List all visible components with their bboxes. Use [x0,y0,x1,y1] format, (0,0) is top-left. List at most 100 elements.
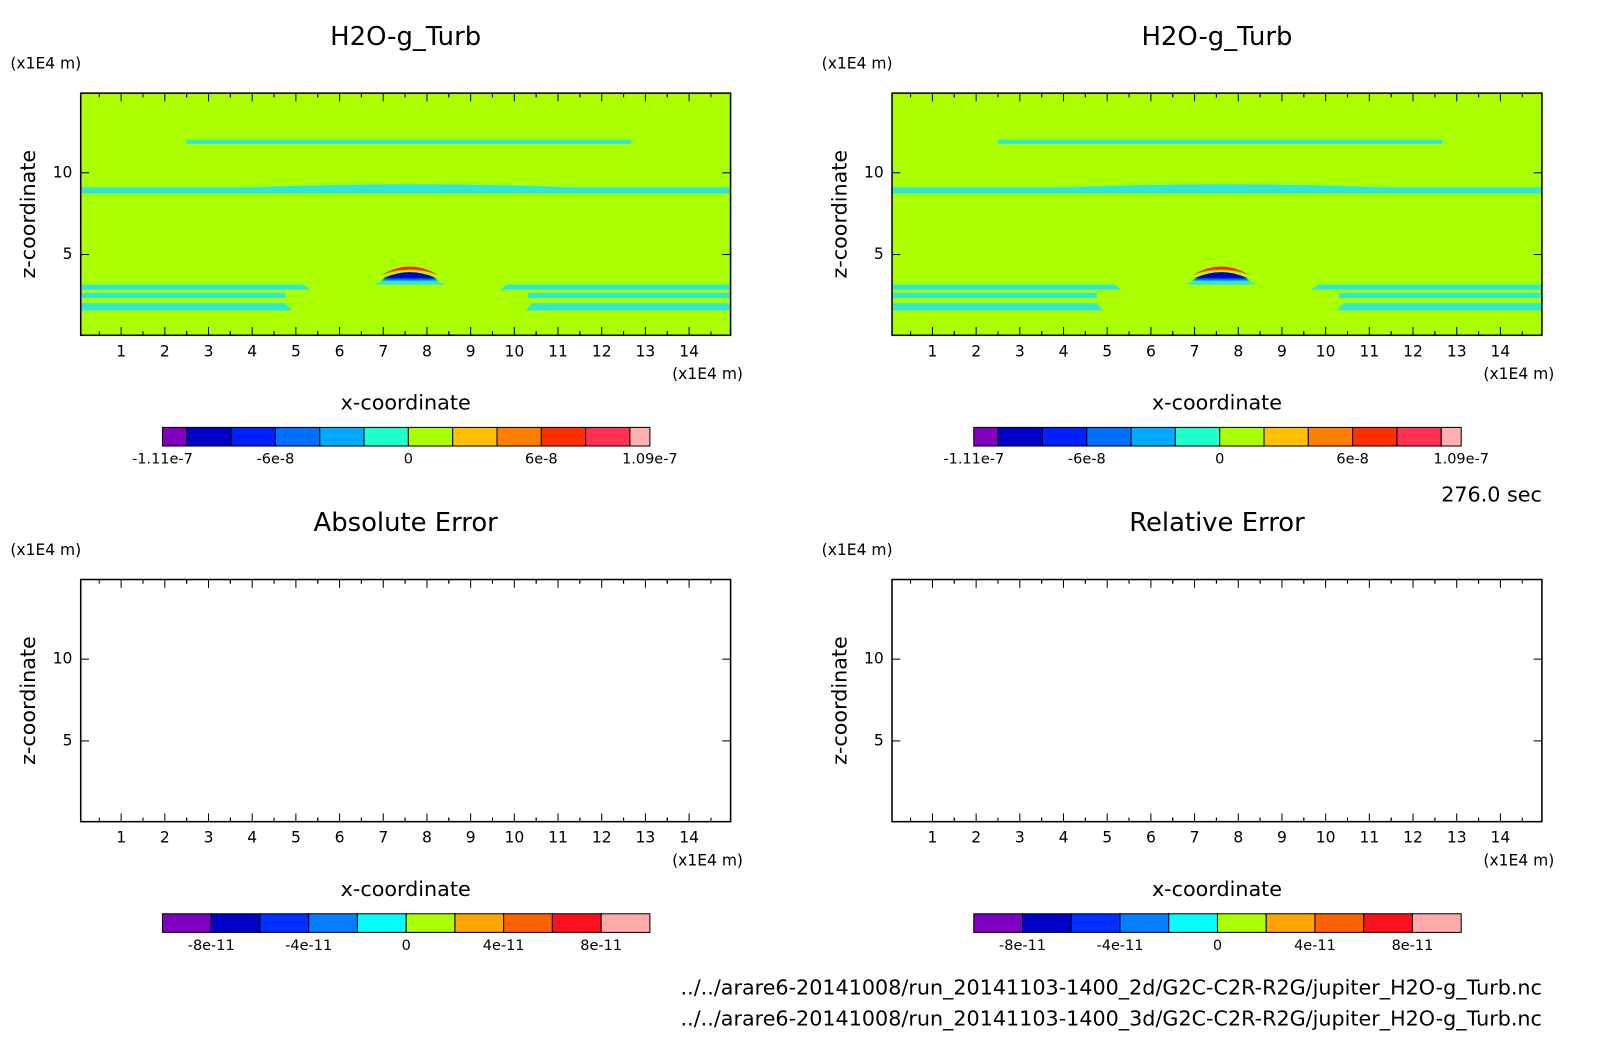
x-tick-label: 12 [592,342,612,360]
colorbar-box [1022,913,1072,933]
colorbar-box [973,426,999,447]
contour-band [80,292,286,299]
contour-blob [382,272,437,279]
x-tick-label: 5 [1102,342,1112,360]
colorbar-label: -1.11e-7 [132,451,193,467]
field-background [80,93,731,336]
y-tick-label: 5 [874,731,884,749]
colorbar-box [1041,426,1088,447]
contour-blob [1194,272,1249,279]
x-tick-label: 8 [422,342,432,360]
colorbar-box [997,426,1043,447]
x-tick-label: 8 [422,829,432,847]
colorbar-box [454,913,505,933]
x-tick-label: 10 [1316,829,1336,847]
x-tick-label: 14 [1491,829,1511,847]
colorbar-box [1363,913,1413,933]
x-tick-label: 13 [636,342,656,360]
contour-band [499,284,508,290]
contour-band [80,284,304,290]
colorbar-box [1265,913,1316,933]
x-tick-label: 12 [1403,829,1423,847]
colorbar-box [1219,426,1265,447]
x-tick-label: 9 [466,829,476,847]
x-tick-label: 3 [1015,342,1025,360]
plot-frame [79,92,732,337]
colorbar-label: 4e-11 [483,938,525,954]
y-unit: (x1E4 m) [10,55,81,73]
panel: H2O-g_Turb (x1E4 m) (x1E4 m) x-coordinate z-… [822,22,1555,468]
colorbar-label: 0 [1213,938,1222,954]
x-tick-label: 7 [1190,342,1200,360]
colorbar-label: -1.11e-7 [943,451,1004,467]
contour-band [1337,303,1344,311]
contour-field [80,139,731,311]
panel: Relative Error (x1E4 m) (x1E4 m) x-coordina… [822,508,1555,954]
x-tick-label: 13 [1447,342,1467,360]
contour-band [1339,292,1542,299]
colorbar-box [161,426,188,447]
colorbar-box [1070,913,1121,933]
contour-band [303,284,311,290]
x-tick-label: 4 [1059,342,1069,360]
x-axis-label: x-coordinate [1152,877,1282,901]
x-tick-label: 1 [928,829,938,847]
x-tick-label: 12 [592,829,612,847]
x-tick-label: 2 [160,342,170,360]
x-tick-label: 9 [466,342,476,360]
y-tick-label: 10 [864,650,884,668]
colorbar-label: -6e-8 [257,451,295,467]
x-tick-label: 6 [335,829,345,847]
x-tick-label: 13 [1447,829,1467,847]
x-tick-label: 3 [204,342,214,360]
x-unit: (x1E4 m) [672,365,743,383]
panel: H2O-g_Turb (x1E4 m) (x1E4 m) x-coordinate z-… [10,22,743,468]
colorbar-label: -8e-11 [188,938,235,954]
x-unit: (x1E4 m) [1483,365,1554,383]
contour-band [892,292,1097,299]
colorbar-label: 0 [1215,451,1224,467]
y-tick-label: 10 [53,163,73,181]
colorbar-box [1352,426,1398,447]
x-tick-label: 10 [1316,342,1336,360]
contour-blob [1194,266,1249,275]
colorbar-box [186,426,232,447]
contour-band [80,303,286,311]
colorbar-box [1119,913,1170,933]
colorbar-box [274,426,321,447]
y-tick-label: 10 [53,650,73,668]
x-tick-label: 4 [247,342,257,360]
x-tick-label: 3 [1015,829,1025,847]
colorbar-label: 8e-11 [580,938,622,954]
x-axis-label: x-coordinate [341,391,471,415]
x-tick-label: 11 [548,829,568,847]
colorbar-box [973,913,1024,933]
x-tick-label: 11 [1359,829,1379,847]
y-tick-label: 10 [864,163,884,181]
y-axis-label: z-coordinate [827,636,851,765]
x-tick-label: 2 [971,342,981,360]
contour-band [1343,303,1542,311]
x-tick-label: 14 [1491,342,1511,360]
colorbar-box [496,426,542,447]
file-path: ../../arare6-20141008/run_20141103-1400_… [681,975,1542,1000]
colorbar-label: -4e-11 [1097,938,1144,954]
colorbar-label: 0 [404,451,413,467]
colorbar-box [600,913,651,933]
x-tick-label: 10 [504,829,524,847]
colorbar-box [363,426,409,447]
colorbar-label: -8e-11 [999,938,1046,954]
contour-band [1114,284,1122,290]
colorbar-box [1168,913,1219,933]
y-axis-label: z-coordinate [16,636,40,765]
contour-band [531,303,731,311]
x-tick-label: 14 [679,342,699,360]
x-axis-label: x-coordinate [341,877,471,901]
x-tick-label: 10 [504,342,524,360]
x-tick-label: 11 [548,342,568,360]
colorbar-box [161,913,212,933]
x-unit: (x1E4 m) [1483,851,1554,869]
colorbar-box [356,913,407,933]
contour-blob [382,266,437,275]
